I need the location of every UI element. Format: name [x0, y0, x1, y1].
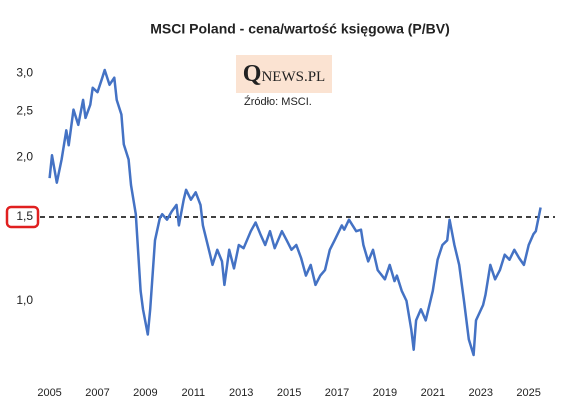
x-tick-label: 2021	[421, 387, 445, 399]
y-tick-label: 1,5	[16, 209, 33, 223]
x-tick-label: 2007	[85, 387, 109, 399]
x-tick-label: 2011	[181, 387, 205, 399]
x-tick-label: 2025	[516, 387, 540, 399]
x-tick-label: 2005	[37, 387, 61, 399]
x-tick-label: 2015	[277, 387, 301, 399]
x-tick-label: 2013	[229, 387, 253, 399]
logo: QNEWS.PL	[236, 55, 332, 93]
x-tick-label: 2009	[133, 387, 157, 399]
y-tick-label: 2,5	[16, 103, 33, 117]
y-tick-label: 1,0	[16, 293, 33, 307]
x-tick-label: 2017	[325, 387, 349, 399]
data-line	[48, 68, 542, 357]
y-tick-label: 3,0	[16, 66, 33, 80]
x-tick-label: 2019	[373, 387, 397, 399]
source-note: Źródło: MSCI.	[244, 96, 312, 108]
chart-title: MSCI Poland - cena/wartość księgowa (P/B…	[150, 21, 450, 37]
y-tick-label: 2,0	[16, 150, 33, 164]
x-tick-label: 2023	[469, 387, 493, 399]
tick-highlight	[5, 205, 40, 229]
